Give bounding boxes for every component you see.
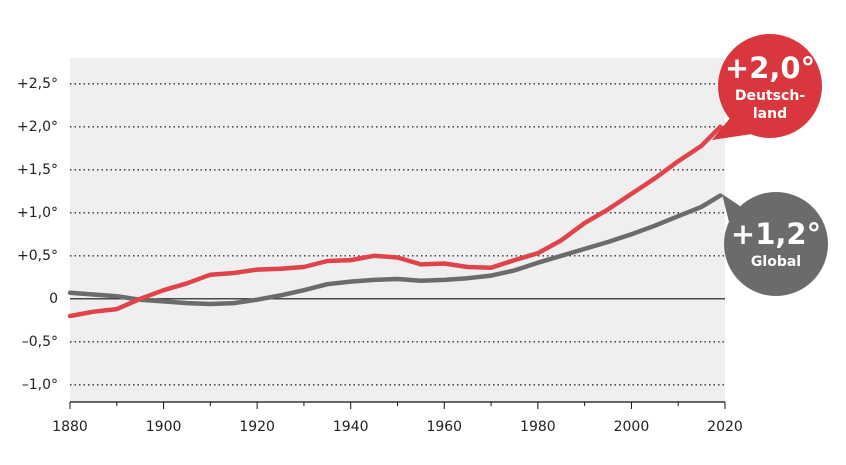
series-name: Global (751, 254, 801, 270)
x-tick-label: 2000 (614, 419, 650, 435)
series-line (67, 193, 723, 307)
x-tick-label: 2020 (707, 419, 743, 435)
y-tick-label: –0,5° (22, 334, 58, 350)
series-name: Deutsch- (735, 88, 805, 104)
y-tick-label: –1,0° (22, 377, 58, 393)
callout-grey: +1,2° Global (722, 192, 828, 296)
plot-area (70, 58, 725, 402)
y-tick-label: +1,0° (17, 205, 58, 221)
x-tick-label: 1920 (239, 419, 275, 435)
series-line (67, 124, 723, 319)
end-label: +1,2° (731, 217, 821, 251)
y-tick-label: 0 (49, 291, 58, 307)
y-tick-label: +1,5° (17, 162, 58, 178)
x-tick-label: 1900 (146, 419, 182, 435)
callout-red: +2,0° Deutsch- land (712, 34, 822, 140)
series-name: land (753, 106, 787, 122)
y-tick-label: +0,5° (17, 248, 58, 264)
y-tick-label: +2,5° (17, 76, 58, 92)
end-label: +2,0° (725, 51, 815, 85)
x-tick-label: 1960 (426, 419, 462, 435)
x-tick-label: 1880 (52, 419, 88, 435)
y-tick-label: +2,0° (17, 119, 58, 135)
x-tick-label: 1940 (333, 419, 369, 435)
x-tick-label: 1980 (520, 419, 556, 435)
